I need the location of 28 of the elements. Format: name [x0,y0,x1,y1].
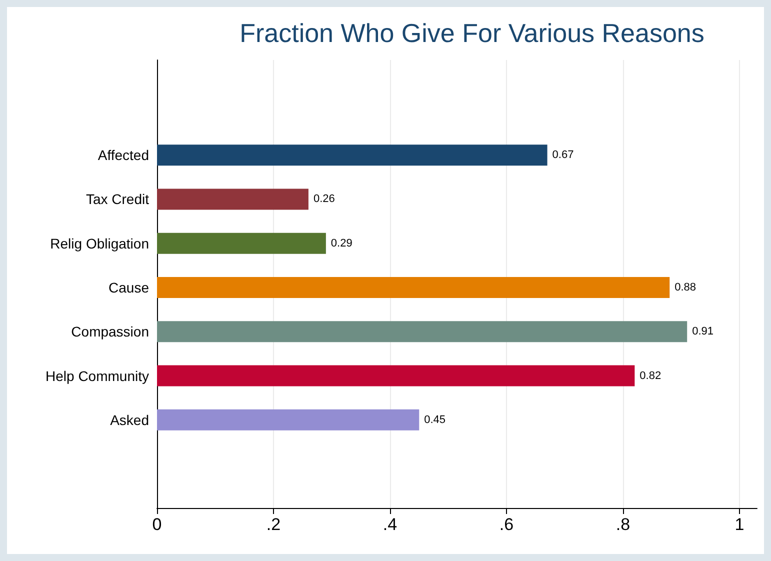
y-tick-label: Relig Obligation [50,235,149,252]
bar [157,365,635,386]
x-tick-label: 1 [734,515,744,534]
y-tick-label: Cause [108,280,150,296]
y-tick-label: Tax Credit [86,191,150,208]
data-label: 0.45 [424,414,446,426]
x-tick-label: .6 [499,515,514,534]
bar [157,188,308,210]
y-tick-label: Compassion [71,324,149,340]
x-tick-label: 0 [152,515,162,534]
y-tick-label: Asked [110,412,149,428]
bar [157,144,548,166]
bar [157,409,420,430]
x-tick-label: .2 [266,515,281,534]
bar [157,277,670,298]
data-label: 0.29 [330,237,352,250]
chart-title: Fraction Who Give For Various Reasons [240,18,704,48]
data-label: 0.82 [640,370,662,382]
data-label: 0.67 [552,149,574,162]
x-tick-label: .8 [616,515,630,534]
bar [157,232,326,254]
y-tick-label: Affected [98,147,149,164]
data-label: 0.91 [692,326,714,338]
data-label: 0.88 [674,282,696,294]
data-label: 0.26 [313,193,335,206]
y-tick-label: Help Community [46,368,149,384]
x-tick-label: .4 [382,515,398,534]
bar [157,321,688,342]
